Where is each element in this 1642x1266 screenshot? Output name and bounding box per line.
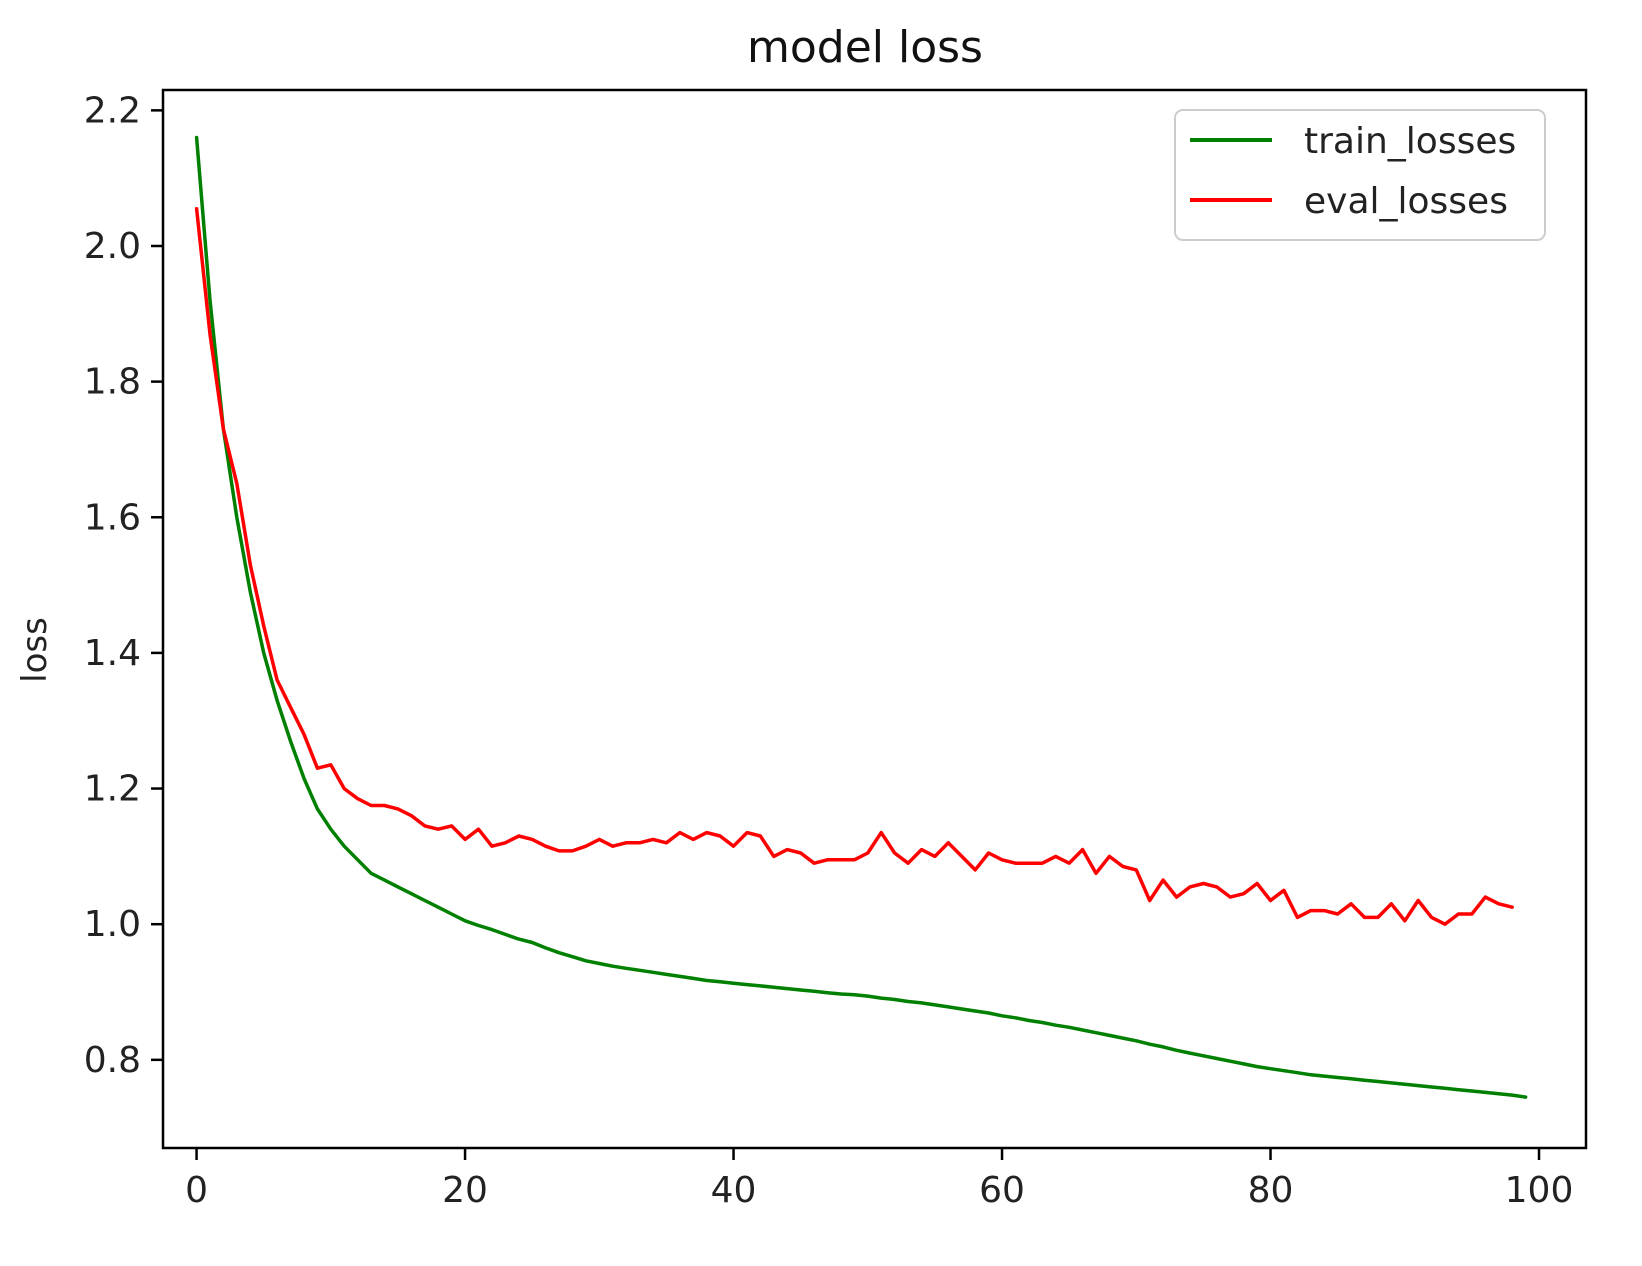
y-tick-label: 1.0 <box>84 904 141 945</box>
x-tick-label: 0 <box>185 1170 208 1211</box>
legend-box <box>1174 109 1546 241</box>
y-tick-label: 0.8 <box>84 1040 141 1081</box>
series-line-eval-losses <box>194 206 1514 926</box>
x-tick-label: 60 <box>979 1170 1025 1211</box>
y-axis-label: loss <box>15 617 55 683</box>
legend-label-eval: eval_losses <box>1304 181 1508 222</box>
x-tick-label: 20 <box>442 1170 488 1211</box>
y-tick-label: 1.8 <box>84 362 141 403</box>
axes-layer: 0 20 40 60 80 100 0.8 1.0 1.2 1.4 1.6 1.8 2.0 2.2 <box>84 88 1588 1211</box>
y-tick-label: 2.2 <box>84 90 141 131</box>
x-tick-label: 80 <box>1248 1170 1294 1211</box>
y-tick-label: 1.4 <box>84 633 141 674</box>
legend-label-train: train_losses <box>1304 121 1516 162</box>
y-tick-label: 2.0 <box>84 226 141 267</box>
plot-frame <box>161 88 1588 1150</box>
series-layer <box>194 135 1528 1099</box>
x-tick-label: 40 <box>711 1170 757 1211</box>
series-line-train-losses <box>194 135 1528 1099</box>
y-tick-label: 1.6 <box>84 497 141 538</box>
legend: train_losses eval_losses <box>1174 109 1546 241</box>
chart-title: model loss <box>747 22 983 73</box>
y-tick-label: 1.2 <box>84 769 141 810</box>
x-tick-label: 100 <box>1505 1170 1574 1211</box>
